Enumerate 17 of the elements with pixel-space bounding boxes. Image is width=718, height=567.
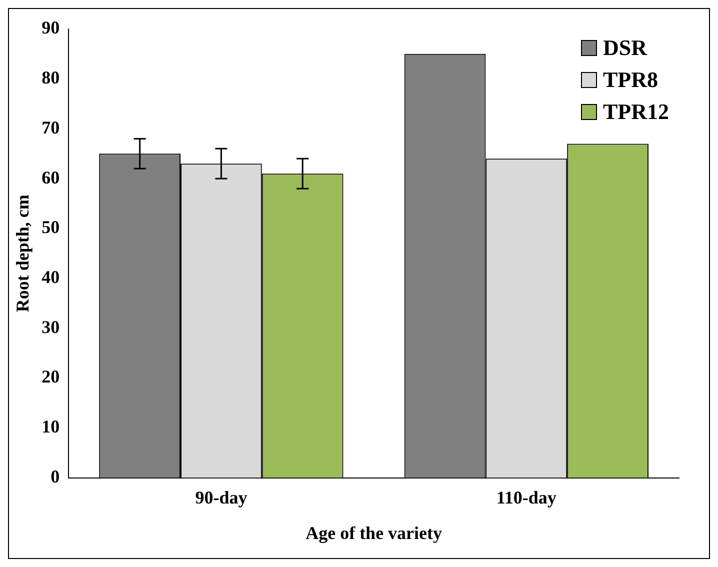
y-tick-label: 40 bbox=[42, 266, 60, 287]
y-tick-label: 80 bbox=[42, 68, 60, 88]
y-tick-label: 90 bbox=[42, 18, 60, 38]
y-tick-label: 20 bbox=[42, 366, 60, 387]
legend-label: TPR12 bbox=[603, 99, 669, 125]
y-tick-label: 30 bbox=[42, 316, 60, 337]
x-tick-label: 90-day bbox=[195, 487, 248, 508]
x-axis-title: Age of the variety bbox=[306, 522, 442, 543]
y-tick-label: 0 bbox=[50, 466, 60, 486]
legend-label: TPR8 bbox=[603, 67, 658, 93]
legend-label: DSR bbox=[603, 35, 648, 61]
y-tick-label: 50 bbox=[42, 217, 60, 238]
y-tick-label: 10 bbox=[42, 416, 60, 437]
x-tick-label: 110-day bbox=[496, 487, 556, 508]
y-axis-title: Root depth, cm bbox=[12, 194, 32, 312]
y-tick-label: 60 bbox=[42, 167, 60, 188]
y-tick-label: 70 bbox=[42, 117, 60, 138]
